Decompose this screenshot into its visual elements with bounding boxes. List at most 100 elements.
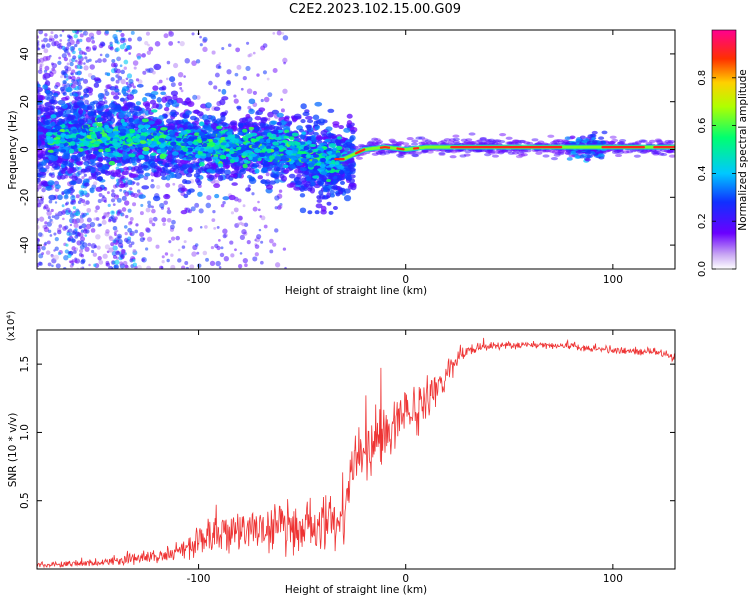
spectrogram-band-cell — [315, 203, 323, 209]
spectrogram-band-cell — [138, 115, 145, 121]
spectrogram-band-cell — [286, 183, 294, 188]
spectrogram-core-cell — [136, 144, 143, 148]
spectrogram-noise-dot — [179, 40, 185, 47]
spectrogram-noise-dot — [269, 249, 274, 254]
spectrogram-band-cell — [306, 124, 312, 131]
spectrogram-noise-dot — [143, 175, 149, 181]
spectrogram-band-cell — [248, 108, 255, 115]
spectrogram-noise-dot — [64, 202, 68, 206]
spectrogram-noise-dot — [152, 70, 156, 75]
spectrogram-noise-dot — [145, 227, 150, 233]
spectrogram-band-cell — [37, 94, 44, 102]
spectrogram-noise-dot — [150, 183, 155, 189]
spectrogram-noise-dot — [59, 39, 63, 42]
spectrogram-band-cell — [170, 113, 178, 118]
spectrogram-noise-dot — [75, 194, 80, 199]
spectrogram-noise-dot — [73, 212, 77, 216]
spectrogram-core-cell — [141, 128, 148, 132]
spectrogram-band-cell — [306, 119, 314, 124]
spectrogram-noise-dot — [71, 238, 76, 243]
spectrogram-noise-dot — [56, 44, 61, 49]
spectrogram-core-cell — [148, 120, 155, 125]
spectrogram-band-cell — [229, 121, 237, 126]
spectrogram-core-cell — [275, 167, 281, 172]
spectrogram-core-cell — [283, 135, 290, 139]
spectrogram-noise-dot — [37, 244, 41, 250]
spectrogram-band-cell — [176, 97, 183, 104]
spectrogram-band-cell — [304, 171, 310, 176]
spectrogram-core-cell — [97, 122, 103, 128]
spectrogram-band-cell — [221, 122, 228, 127]
spectrogram-noise-dot — [61, 30, 65, 33]
spectrogram-noise-dot — [92, 45, 98, 51]
spectrogram-noise-dot — [109, 46, 114, 51]
spectrogram-noise-dot — [72, 50, 76, 55]
spectrogram-noise-dot — [119, 174, 125, 180]
spectrogram-noise-dot — [54, 84, 59, 90]
spectrogram-band-cell — [73, 93, 79, 97]
spectrogram-band-cell — [108, 102, 116, 109]
spectrogram-band-cell — [67, 167, 73, 174]
spectrogram-band-cell — [69, 180, 77, 186]
spectrogram-band-cell — [165, 157, 173, 163]
spectrogram-noise-dot — [130, 192, 135, 198]
spectrogram-noise-dot — [70, 192, 73, 196]
spectrogram-noise-dot — [208, 80, 213, 86]
spectrogram-noise-dot — [111, 189, 115, 193]
spectrogram-noise-dot — [182, 185, 186, 189]
spectrogram-noise-dot — [110, 198, 116, 203]
spectrogram-band-cell — [257, 175, 264, 180]
spectrogram-noise-dot — [230, 211, 235, 215]
spectrogram-band-cell — [346, 120, 353, 126]
spectrogram-band-cell — [37, 149, 44, 155]
spectrogram-noise-dot — [105, 229, 110, 234]
spectrogram-core-cell — [281, 139, 288, 143]
spectrogram-band-cell — [327, 108, 335, 113]
spectrogram-noise-dot — [45, 207, 51, 212]
spectrogram-noise-dot — [118, 30, 122, 33]
spectrogram-noise-dot — [97, 58, 103, 64]
spectrogram-noise-dot — [171, 219, 176, 225]
spectrogram-band-cell — [295, 180, 303, 186]
spectrogram-noise-dot — [115, 47, 120, 52]
spectrogram-core-cell — [299, 167, 307, 172]
spectrogram-noise-dot — [221, 46, 225, 51]
spectrogram-noise-dot — [220, 246, 224, 250]
spectrogram-core-cell — [219, 154, 227, 160]
spectrogram-band-cell — [334, 139, 343, 144]
spectrogram-noise-dot — [260, 98, 264, 103]
spectrogram-band-cell — [174, 172, 182, 179]
spectrogram-noise-dot — [125, 214, 129, 219]
spectrogram-noise-dot — [192, 94, 198, 100]
spectrogram-core-cell — [242, 128, 248, 133]
spectrogram-noise-dot — [124, 231, 128, 236]
spectrogram-band-cell — [37, 116, 41, 121]
spectrogram-core-cell — [206, 168, 213, 173]
spectrogram-band-cell — [317, 140, 323, 144]
spectrogram-noise-dot — [94, 209, 98, 213]
spectrogram-noise-dot — [127, 208, 132, 213]
spectrogram-noise-dot — [136, 189, 141, 193]
spectrogram-band-cell — [163, 106, 170, 112]
spectrogram-noise-dot — [119, 261, 124, 266]
spectrogram-noise-dot — [121, 195, 127, 201]
spectrogram-noise-dot — [116, 68, 121, 74]
spectrogram-noise-dot — [151, 205, 154, 209]
spectrogram-band-cell — [168, 125, 176, 130]
spectrogram-noise-dot — [61, 204, 65, 208]
spectrogram-noise-dot — [137, 36, 143, 42]
spectrogram-noise-dot — [165, 77, 169, 81]
spectrogram-noise-dot — [109, 41, 113, 45]
spectrogram-core-cell — [171, 151, 179, 156]
spectrogram-noise-dot — [78, 252, 83, 257]
spectrogram-noise-dot — [218, 65, 222, 69]
spectrogram-noise-dot — [110, 242, 115, 247]
spectrogram-noise-dot — [130, 30, 135, 35]
spectrogram-band-cell — [268, 124, 276, 131]
spectrogram-band-cell — [165, 118, 174, 124]
spectrogram-band-cell — [184, 110, 192, 115]
spectrogram-noise-dot — [92, 252, 97, 257]
spectrogram-core-cell — [68, 148, 75, 154]
spectrogram-noise-dot — [132, 262, 138, 267]
